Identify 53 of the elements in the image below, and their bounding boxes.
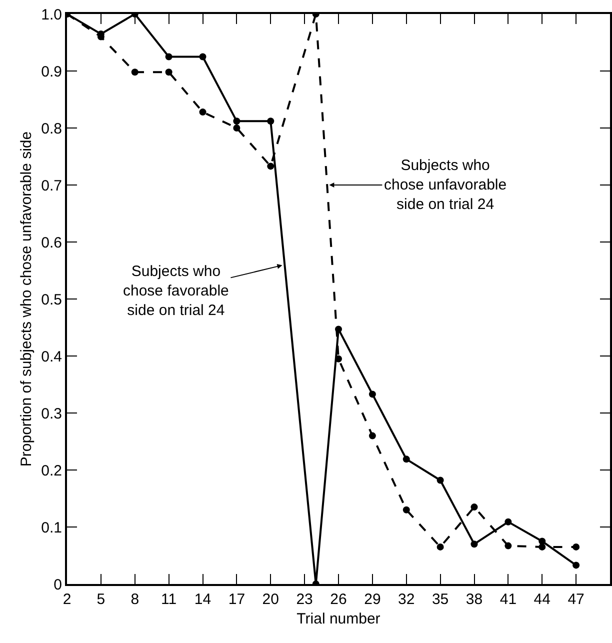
y-tick-label: 0.9	[41, 63, 62, 80]
point	[470, 540, 478, 548]
point	[572, 562, 580, 569]
x-tick-label: 44	[534, 591, 550, 608]
point	[470, 504, 478, 511]
x-tick-label: 8	[130, 591, 140, 608]
y-axis-title: Proportion of subjects who chose unfavorable side	[18, 131, 35, 467]
y-tick-label: 1.0	[41, 6, 62, 24]
point	[233, 118, 240, 125]
point	[368, 390, 376, 398]
point	[436, 543, 444, 550]
point	[199, 53, 206, 60]
x-tick-label: 20	[262, 591, 279, 608]
point	[233, 124, 240, 132]
x-tick-label: 11	[161, 591, 177, 608]
x-tick-label: 26	[330, 591, 347, 608]
point	[368, 432, 376, 440]
point	[402, 456, 410, 463]
annotation: Subjects who chose unfavorable side on trial 24	[384, 157, 507, 213]
point	[538, 543, 546, 550]
y-tick-label: 0.6	[41, 234, 62, 252]
x-tick-label: 29	[364, 591, 381, 608]
x-tick-label: 2	[62, 591, 72, 608]
y-tick-label: 0.3	[41, 405, 62, 422]
x-tick-label: 32	[398, 591, 415, 608]
x-tick-label: 41	[500, 591, 517, 608]
x-tick-label: 5	[96, 591, 106, 608]
y-tick-label: 0.2	[41, 462, 62, 480]
point	[436, 476, 444, 484]
x-tick-label: 14	[194, 591, 212, 608]
point	[402, 506, 410, 514]
y-tick-label: 0.4	[41, 348, 62, 366]
x-tick-label: 47	[568, 591, 584, 608]
x-tick-label: 17	[228, 591, 246, 608]
y-tick-label: 0	[54, 576, 62, 594]
x-tick-label: 23	[296, 591, 313, 608]
y-tick-label: 0.1	[41, 519, 62, 536]
x-axis-title: Trial number	[296, 610, 380, 628]
y-tick-label: 0.7	[41, 177, 62, 194]
point	[199, 108, 206, 116]
point	[504, 542, 512, 550]
point	[267, 162, 274, 170]
annotation: Subjects who chose favorable side on trial 24	[123, 263, 229, 319]
x-tick-label: 35	[432, 591, 449, 608]
point	[165, 68, 172, 76]
y-tick-label: 0.8	[41, 120, 62, 138]
point	[165, 53, 172, 60]
point	[504, 518, 512, 526]
y-tick-label: 0.5	[41, 291, 62, 308]
point	[267, 118, 274, 125]
point	[131, 68, 138, 76]
x-tick-label: 38	[466, 591, 483, 608]
point	[572, 543, 580, 550]
